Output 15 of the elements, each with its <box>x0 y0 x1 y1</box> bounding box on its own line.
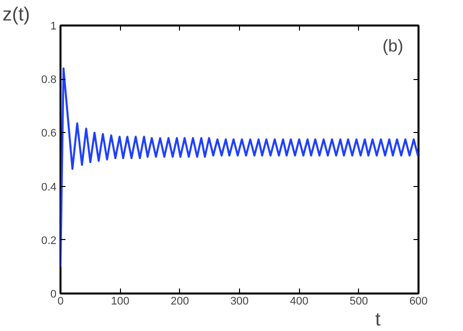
y-tick-label: 0.4 <box>41 181 57 194</box>
y-tick-label: 0.2 <box>41 234 57 247</box>
y-tick-label: 0.8 <box>41 74 57 86</box>
x-tick-label: 600 <box>409 296 428 308</box>
x-tick-label: 300 <box>230 296 249 308</box>
x-tick-label: 100 <box>110 296 130 308</box>
x-tick-label: 400 <box>290 296 308 308</box>
y-tick-label: 0.6 <box>41 128 57 140</box>
x-tick-label: 500 <box>350 296 368 308</box>
x-tick-label: 200 <box>170 296 190 308</box>
annotation: (b) <box>382 36 404 56</box>
line-series <box>60 67 418 268</box>
y-tick-label: 1 <box>50 20 57 32</box>
y-axis-title: z(t) <box>2 4 30 26</box>
x-axis-title: t <box>375 310 382 330</box>
